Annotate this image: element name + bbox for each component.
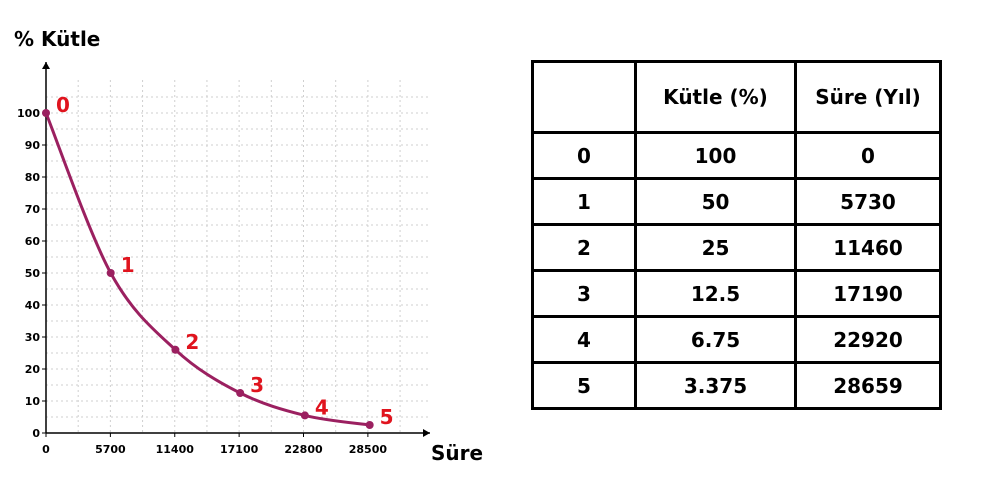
- x-tick-label: 11400: [156, 443, 195, 456]
- x-tick-label: 5700: [95, 443, 126, 456]
- data-points: 0 1 2 3 4 5: [42, 93, 394, 429]
- data-point-label: 5: [380, 405, 394, 429]
- x-axis-arrow: [423, 429, 430, 437]
- y-tick-label: 60: [25, 235, 41, 248]
- cell-index: 1: [531, 177, 637, 226]
- table-row: 1 50 5730: [531, 177, 942, 226]
- data-point: [365, 421, 374, 429]
- data-point: [42, 109, 50, 117]
- table-row: 3 12.5 17190: [531, 269, 942, 318]
- y-tick-label: 30: [25, 331, 41, 344]
- decay-chart: 0 5700 11400 17100 22800 28500 01020304050607…: [14, 27, 483, 465]
- data-point-label: 2: [185, 330, 199, 354]
- table-row: 2 25 11460: [531, 223, 942, 272]
- decay-table: Kütle (%) Süre (Yıl) 0 100 0 1 50 5730 2…: [531, 60, 942, 410]
- y-tick-label: 90: [25, 139, 41, 152]
- cell-time: 17190: [794, 269, 942, 318]
- cell-mass: 25: [634, 223, 797, 272]
- data-point-label: 1: [121, 253, 135, 277]
- cell-mass: 12.5: [634, 269, 797, 318]
- data-point-label: 4: [315, 395, 329, 419]
- cell-index: 4: [531, 315, 637, 364]
- cell-time: 11460: [794, 223, 942, 272]
- table-row: 5 3.375 28659: [531, 361, 942, 410]
- cell-time: 28659: [794, 361, 942, 410]
- x-tick-label: 17100: [220, 443, 259, 456]
- decay-curve: [44, 112, 370, 427]
- y-tick-label: 70: [25, 203, 41, 216]
- cell-time: 5730: [794, 177, 942, 226]
- x-axis-title: Süre: [431, 441, 483, 465]
- x-tick-labels: 0 5700 11400 17100 22800 28500: [42, 433, 387, 456]
- y-tick-label: 80: [25, 171, 41, 184]
- y-tick-label: 10: [25, 395, 41, 408]
- data-point: [300, 411, 309, 420]
- header-cell-index: [531, 60, 637, 134]
- data-point: [236, 389, 245, 397]
- data-point-label: 0: [56, 93, 70, 117]
- x-tick-label: 22800: [284, 443, 323, 456]
- x-tick-label: 0: [42, 443, 50, 456]
- cell-mass: 100: [634, 131, 797, 180]
- chart-grid: [46, 80, 428, 433]
- y-tick-label: 100: [17, 107, 40, 120]
- y-tick-label: 50: [25, 267, 41, 280]
- data-point: [106, 269, 115, 277]
- y-tick-labels: 0 10 20 30 40 50 60 70 80 90 100: [17, 107, 46, 440]
- x-tick-label: 28500: [349, 443, 388, 456]
- cell-index: 5: [531, 361, 637, 410]
- data-point-label: 3: [250, 373, 264, 397]
- cell-index: 3: [531, 269, 637, 318]
- cell-time: 0: [794, 131, 942, 180]
- y-tick-label: 20: [25, 363, 41, 376]
- cell-time: 22920: [794, 315, 942, 364]
- y-axis-arrow: [42, 62, 50, 69]
- cell-mass: 6.75: [634, 315, 797, 364]
- cell-mass: 50: [634, 177, 797, 226]
- cell-index: 2: [531, 223, 637, 272]
- table-row: 4 6.75 22920: [531, 315, 942, 364]
- data-point: [171, 345, 180, 354]
- table-row: 0 100 0: [531, 131, 942, 180]
- cell-mass: 3.375: [634, 361, 797, 410]
- header-cell-mass: Kütle (%): [634, 60, 797, 134]
- y-tick-label: 0: [32, 427, 40, 440]
- table-header-row: Kütle (%) Süre (Yıl): [531, 60, 942, 134]
- y-tick-label: 40: [25, 299, 41, 312]
- header-cell-time: Süre (Yıl): [794, 60, 942, 134]
- cell-index: 0: [531, 131, 637, 180]
- y-axis-title: % Kütle: [14, 27, 100, 51]
